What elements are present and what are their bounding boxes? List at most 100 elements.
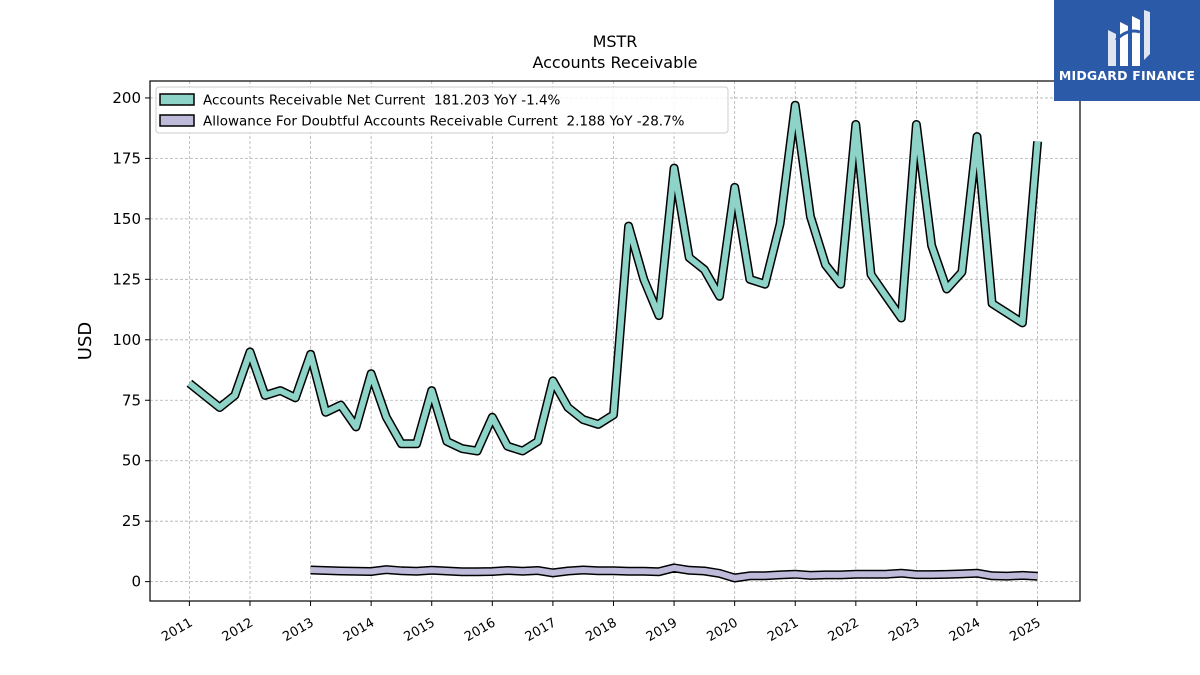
data-point — [552, 572, 553, 573]
y-axis-ticks: 0 25 50 75 100 125 150 175 200 — [112, 89, 150, 591]
data-point — [371, 571, 372, 572]
data-point — [204, 395, 205, 396]
data-point — [780, 574, 781, 575]
data-point — [704, 571, 705, 572]
data-point — [961, 272, 962, 273]
data-point — [719, 296, 720, 297]
data-point — [325, 412, 326, 413]
data-point — [674, 168, 675, 169]
data-point — [780, 223, 781, 224]
data-point — [507, 570, 508, 571]
data-point — [356, 426, 357, 427]
data-point — [810, 575, 811, 576]
receivables-line — [187, 102, 1041, 454]
data-point — [522, 451, 523, 452]
data-point — [522, 571, 523, 572]
data-point — [901, 318, 902, 319]
data-point — [477, 571, 478, 572]
x-tick-label: 2020 — [704, 615, 740, 645]
data-point — [689, 570, 690, 571]
allowance-line — [310, 564, 1038, 581]
x-tick-label: 2022 — [826, 615, 862, 645]
data-point — [537, 441, 538, 442]
data-point — [658, 315, 659, 316]
data-point — [992, 575, 993, 576]
y-tick-label: 175 — [112, 149, 141, 167]
data-point — [416, 443, 417, 444]
data-point — [310, 570, 311, 571]
data-point — [931, 574, 932, 575]
data-point — [568, 407, 569, 408]
data-point — [946, 289, 947, 290]
data-point — [1022, 575, 1023, 576]
data-point — [704, 269, 705, 270]
data-point — [401, 570, 402, 571]
data-point — [492, 571, 493, 572]
data-point — [840, 284, 841, 285]
x-tick-label: 2012 — [220, 615, 256, 645]
x-tick-label: 2013 — [280, 615, 316, 645]
data-point — [810, 216, 811, 217]
x-axis-ticks: 2011 2012 2013 2014 2015 2016 2017 2018 2019 2020… — [159, 601, 1044, 645]
data-point — [431, 570, 432, 571]
x-tick-label: 2025 — [1007, 615, 1043, 645]
data-point — [583, 419, 584, 420]
data-point — [901, 573, 902, 574]
data-point — [613, 414, 614, 415]
data-point — [583, 570, 584, 571]
data-point — [431, 390, 432, 391]
data-point — [492, 417, 493, 418]
legend: Accounts Receivable Net Current 181.203 … — [155, 86, 729, 134]
data-point — [628, 226, 629, 227]
grid-lines — [150, 81, 1080, 601]
data-point — [871, 274, 872, 275]
data-point — [871, 574, 872, 575]
data-point — [340, 405, 341, 406]
data-point — [855, 574, 856, 575]
y-tick-label: 200 — [112, 89, 141, 107]
data-point — [749, 575, 750, 576]
data-point — [1007, 313, 1008, 314]
data-point — [325, 570, 326, 571]
legend-swatch-allowance — [159, 114, 195, 127]
data-point — [340, 571, 341, 572]
data-point — [977, 136, 978, 137]
data-point — [643, 571, 644, 572]
data-point — [628, 571, 629, 572]
y-axis-label: USD — [75, 322, 96, 360]
data-point — [613, 570, 614, 571]
data-point — [295, 397, 296, 398]
data-point — [416, 571, 417, 572]
data-point — [386, 417, 387, 418]
data-point — [552, 380, 553, 381]
data-point — [1007, 576, 1008, 577]
x-tick-label: 2017 — [523, 615, 559, 645]
data-point — [462, 571, 463, 572]
data-point — [931, 245, 932, 246]
x-tick-label: 2019 — [644, 615, 680, 645]
data-point — [386, 569, 387, 570]
data-point — [916, 574, 917, 575]
data-point — [189, 383, 190, 384]
data-point — [401, 443, 402, 444]
data-point — [568, 571, 569, 572]
data-point — [749, 279, 750, 280]
data-point — [537, 570, 538, 571]
legend-box — [155, 86, 729, 134]
chart-subtitle: Accounts Receivable — [532, 53, 697, 72]
data-point — [1022, 322, 1023, 323]
data-point — [825, 264, 826, 265]
data-point — [643, 279, 644, 280]
chart-title: MSTR — [593, 32, 638, 51]
x-tick-label: 2024 — [947, 615, 983, 645]
data-point — [916, 124, 917, 125]
data-point — [1037, 576, 1038, 577]
data-point — [250, 351, 251, 352]
data-point — [977, 573, 978, 574]
data-point — [765, 284, 766, 285]
data-point — [310, 354, 311, 355]
logo-text: MIDGARD FINANCE — [1058, 68, 1196, 83]
x-tick-label: 2021 — [765, 615, 801, 645]
data-point — [734, 578, 735, 579]
